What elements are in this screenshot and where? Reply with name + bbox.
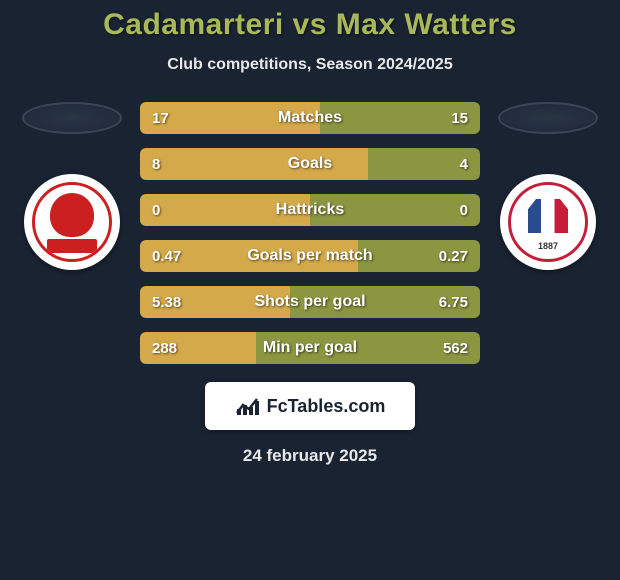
stat-value-right: 6.75 [439,294,468,311]
comparison-row: 17 Matches 15 8 Goals 4 0 Hattricks 0 0.47 Goals p… [0,102,620,364]
stat-label: Min per goal [263,339,357,357]
stat-bar: 17 Matches 15 [140,102,480,134]
stat-bar: 8 Goals 4 [140,148,480,180]
stat-label: Matches [278,109,342,127]
stat-value-left: 17 [152,110,169,127]
player-right-club-badge [500,174,596,270]
stat-value-left: 5.38 [152,294,181,311]
stat-label: Goals [288,155,332,173]
stat-label: Hattricks [276,201,344,219]
stat-label: Shots per goal [254,293,365,311]
stat-value-left: 0 [152,202,160,219]
stat-value-right: 15 [451,110,468,127]
player-left-club-badge [24,174,120,270]
subtitle: Club competitions, Season 2024/2025 [0,56,620,74]
stat-value-left: 8 [152,156,160,173]
stat-label: Goals per match [247,247,372,265]
page-title: Cadamarteri vs Max Watters [0,8,620,42]
player-left-col [22,102,122,270]
brand-badge[interactable]: FcTables.com [205,382,415,430]
stat-value-left: 0.47 [152,248,181,265]
stat-bar: 0 Hattricks 0 [140,194,480,226]
club-crest-left [32,182,112,262]
player-left-photo-placeholder [22,102,122,134]
date-label: 24 february 2025 [0,446,620,466]
player-right-photo-placeholder [498,102,598,134]
stat-value-right: 0 [460,202,468,219]
stat-value-right: 0.27 [439,248,468,265]
stat-value-right: 4 [460,156,468,173]
stat-value-left: 288 [152,340,177,357]
stat-fill-left [140,148,368,180]
stats-column: 17 Matches 15 8 Goals 4 0 Hattricks 0 0.47 Goals p… [140,102,480,364]
player-right-col [498,102,598,270]
brand-text: FcTables.com [267,396,386,417]
club-crest-right [508,182,588,262]
stat-bar: 5.38 Shots per goal 6.75 [140,286,480,318]
stat-bar: 0.47 Goals per match 0.27 [140,240,480,272]
chart-icon [235,395,261,417]
stat-value-right: 562 [443,340,468,357]
stat-bar: 288 Min per goal 562 [140,332,480,364]
